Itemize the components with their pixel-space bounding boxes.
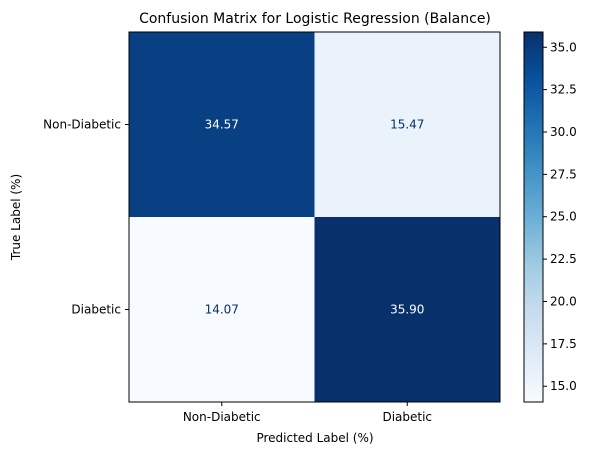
heatmap-cell-1-1 <box>314 217 501 403</box>
cell-value-label: 14.07 <box>205 303 239 317</box>
y-tick-label: Non-Diabetic <box>43 118 121 132</box>
y-axis-label: True Label (%) <box>9 174 23 261</box>
heatmap-cell-labels: 34.57 15.47 14.07 35.90 <box>205 118 425 317</box>
colorbar-tick-label: 22.5 <box>550 252 577 266</box>
heatmap-cell-1-0 <box>129 217 315 403</box>
colorbar-ticks: 15.0 17.5 20.0 22.5 25.0 27.5 30.0 32.5 35.0 <box>543 40 577 393</box>
cell-value-label: 34.57 <box>205 118 239 132</box>
plot-frame <box>128 31 501 403</box>
colorbar-tick-label: 30.0 <box>550 125 577 139</box>
cell-value-label: 35.90 <box>390 303 424 317</box>
x-axis-label: Predicted Label (%) <box>256 431 373 445</box>
colorbar-tick-label: 35.0 <box>550 40 577 54</box>
colorbar <box>523 31 544 403</box>
colorbar-tick-label: 20.0 <box>550 294 577 308</box>
colorbar-tick-label: 32.5 <box>550 83 577 97</box>
colorbar-tick-label: 15.0 <box>550 379 577 393</box>
colorbar-tick-label: 25.0 <box>550 210 577 224</box>
x-tick-label: Diabetic <box>382 410 432 424</box>
chart-title: Confusion Matrix for Logistic Regression… <box>139 11 491 27</box>
heatmap-cell-0-0 <box>129 32 315 218</box>
heatmap-cell-0-1 <box>314 32 501 218</box>
x-tick-label: Non-Diabetic <box>183 410 261 424</box>
y-axis-ticks: Non-Diabetic Diabetic <box>43 118 129 317</box>
colorbar-tick-label: 27.5 <box>550 167 577 181</box>
x-axis-ticks: Non-Diabetic Diabetic <box>183 402 432 424</box>
colorbar-tick-label: 17.5 <box>550 337 577 351</box>
heatmap-cells <box>129 32 501 403</box>
y-tick-label: Diabetic <box>71 303 121 317</box>
cell-value-label: 15.47 <box>390 118 424 132</box>
